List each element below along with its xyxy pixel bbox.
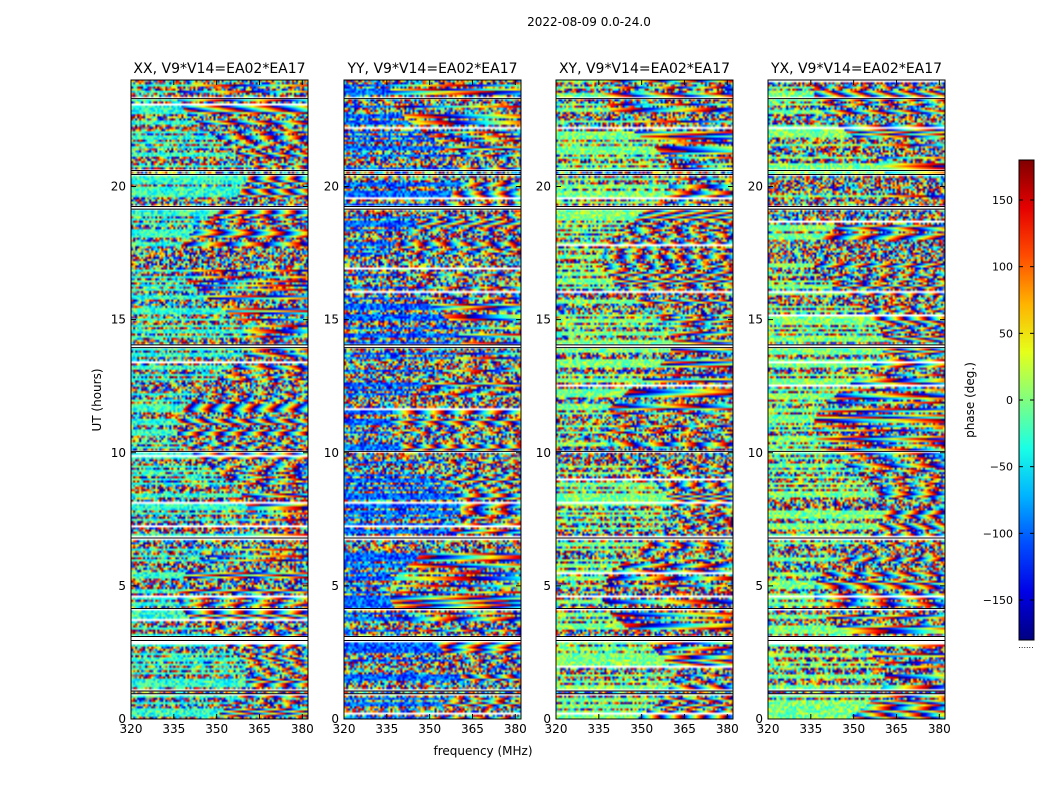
colorbar-label: phase (deg.) xyxy=(963,362,977,438)
y-tick-label: 10 xyxy=(536,446,551,460)
colorbar-tick-label: 100 xyxy=(992,261,1013,274)
y-tick-label: 10 xyxy=(111,446,126,460)
y-tick-label: 5 xyxy=(543,579,551,593)
colorbar: 150 100 50 0 −50 −100 −150 xyxy=(983,159,1035,641)
y-tick-label: 15 xyxy=(324,313,339,327)
panel-title: XY, V9*V14=EA02*EA17 xyxy=(559,61,730,77)
y-tick-label: 20 xyxy=(111,180,126,194)
panel-frame xyxy=(130,79,309,720)
x-tick-label: 365 xyxy=(673,722,696,736)
y-tick-label: 10 xyxy=(324,446,339,460)
heatmap-image xyxy=(556,80,733,719)
x-tick-label: 350 xyxy=(205,722,228,736)
heatmap-image xyxy=(768,80,945,719)
panel-xy: XY, V9*V14=EA02*EA17 320 335 350 365 380 0 5 10 1… xyxy=(536,61,739,736)
figure-suptitle: 2022-08-09 0.0-24.0 xyxy=(527,15,651,29)
y-tick-label: 20 xyxy=(748,180,763,194)
y-tick-label: 15 xyxy=(111,313,126,327)
x-tick-label: 350 xyxy=(630,722,653,736)
y-tick-label: 0 xyxy=(755,712,763,726)
colorbar-tick-label: 50 xyxy=(999,327,1013,340)
x-tick-label: 350 xyxy=(418,722,441,736)
x-tick-label: 365 xyxy=(461,722,484,736)
panel-xx: XX, V9*V14=EA02*EA17 320 335 350 365 380 0 5 10 1… xyxy=(111,61,314,736)
y-tick-label: 0 xyxy=(331,712,339,726)
x-tick-label: 380 xyxy=(504,722,527,736)
y-tick-label: 15 xyxy=(536,313,551,327)
y-tick-label: 5 xyxy=(755,579,763,593)
y-tick-label: 5 xyxy=(331,579,339,593)
heatmap-image xyxy=(344,80,521,719)
colorbar-tick-label: 150 xyxy=(992,194,1013,207)
x-tick-label: 365 xyxy=(248,722,271,736)
x-tick-label: 320 xyxy=(545,722,568,736)
y-tick-label: 5 xyxy=(118,579,126,593)
colorbar-tick-label: 0 xyxy=(1006,394,1013,407)
y-tick-label: 15 xyxy=(748,313,763,327)
x-tick-label: 335 xyxy=(162,722,185,736)
panel-frame xyxy=(343,79,522,720)
x-tick-label: 335 xyxy=(375,722,398,736)
x-tick-label: 335 xyxy=(587,722,610,736)
colorbar-tick-label: −100 xyxy=(983,527,1013,540)
x-tick-label: 380 xyxy=(716,722,739,736)
x-tick-label: 320 xyxy=(120,722,143,736)
x-tick-label: 380 xyxy=(928,722,951,736)
panel-title: YX, V9*V14=EA02*EA17 xyxy=(770,61,942,77)
x-tick-label: 350 xyxy=(842,722,865,736)
x-tick-label: 335 xyxy=(799,722,822,736)
panel-frame xyxy=(555,79,734,720)
panels-layer: XX, V9*V14=EA02*EA17 320 335 350 365 380 0 5 10 1… xyxy=(111,61,951,736)
colorbar-extra-label: ...... xyxy=(1018,641,1033,650)
y-tick-label: 0 xyxy=(543,712,551,726)
y-tick-label: 20 xyxy=(536,180,551,194)
x-tick-label: 365 xyxy=(885,722,908,736)
x-tick-label: 320 xyxy=(333,722,356,736)
heatmap-image xyxy=(131,80,308,719)
colorbar-tick-label: −150 xyxy=(983,594,1013,607)
panel-frame xyxy=(767,79,946,720)
y-tick-label: 0 xyxy=(118,712,126,726)
x-tick-label: 380 xyxy=(291,722,314,736)
panel-title: XX, V9*V14=EA02*EA17 xyxy=(133,61,305,77)
y-axis-label: UT (hours) xyxy=(90,368,104,431)
colorbar-tick-label: −50 xyxy=(990,461,1013,474)
panel-yx: YX, V9*V14=EA02*EA17 320 335 350 365 380 0 5 10 1… xyxy=(748,61,951,736)
y-tick-label: 10 xyxy=(748,446,763,460)
x-tick-label: 320 xyxy=(757,722,780,736)
panel-title: YY, V9*V14=EA02*EA17 xyxy=(346,61,517,77)
y-tick-label: 20 xyxy=(324,180,339,194)
x-axis-label: frequency (MHz) xyxy=(433,744,532,758)
panel-yy: YY, V9*V14=EA02*EA17 320 335 350 365 380 0 5 10 1… xyxy=(324,61,527,736)
